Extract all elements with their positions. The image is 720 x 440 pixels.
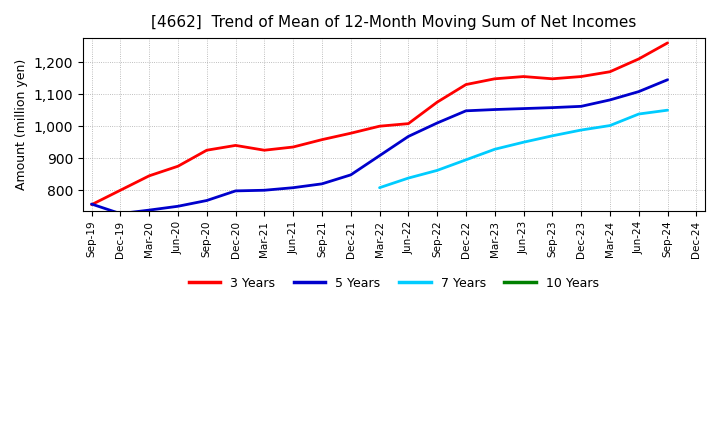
3 Years bbox=[231, 143, 240, 148]
3 Years bbox=[116, 187, 125, 193]
5 Years bbox=[404, 134, 413, 139]
5 Years bbox=[231, 188, 240, 194]
Title: [4662]  Trend of Mean of 12-Month Moving Sum of Net Incomes: [4662] Trend of Mean of 12-Month Moving … bbox=[151, 15, 636, 30]
3 Years bbox=[462, 82, 470, 87]
Line: 7 Years: 7 Years bbox=[379, 110, 667, 188]
5 Years bbox=[289, 185, 297, 191]
7 Years bbox=[375, 185, 384, 191]
5 Years bbox=[577, 104, 585, 109]
5 Years bbox=[634, 89, 643, 94]
5 Years bbox=[462, 108, 470, 114]
7 Years bbox=[548, 133, 557, 139]
Y-axis label: Amount (million yen): Amount (million yen) bbox=[15, 59, 28, 190]
7 Years bbox=[404, 176, 413, 181]
3 Years bbox=[490, 76, 499, 81]
5 Years bbox=[87, 202, 96, 207]
7 Years bbox=[577, 128, 585, 133]
5 Years bbox=[606, 97, 614, 103]
3 Years bbox=[404, 121, 413, 126]
Legend: 3 Years, 5 Years, 7 Years, 10 Years: 3 Years, 5 Years, 7 Years, 10 Years bbox=[184, 272, 603, 295]
3 Years bbox=[260, 147, 269, 153]
5 Years bbox=[116, 211, 125, 216]
7 Years bbox=[519, 139, 528, 145]
3 Years bbox=[145, 173, 153, 179]
3 Years bbox=[606, 69, 614, 74]
3 Years bbox=[433, 99, 441, 105]
5 Years bbox=[375, 153, 384, 158]
5 Years bbox=[346, 172, 355, 177]
5 Years bbox=[174, 204, 182, 209]
7 Years bbox=[606, 123, 614, 128]
5 Years bbox=[260, 187, 269, 193]
7 Years bbox=[462, 157, 470, 162]
3 Years bbox=[577, 74, 585, 79]
5 Years bbox=[490, 107, 499, 112]
7 Years bbox=[663, 107, 672, 113]
3 Years bbox=[174, 164, 182, 169]
3 Years bbox=[375, 124, 384, 129]
5 Years bbox=[202, 198, 211, 203]
5 Years bbox=[548, 105, 557, 110]
3 Years bbox=[548, 76, 557, 81]
3 Years bbox=[634, 56, 643, 62]
7 Years bbox=[433, 168, 441, 173]
3 Years bbox=[519, 74, 528, 79]
5 Years bbox=[519, 106, 528, 111]
3 Years bbox=[346, 131, 355, 136]
5 Years bbox=[318, 181, 326, 187]
Line: 5 Years: 5 Years bbox=[91, 80, 667, 214]
3 Years bbox=[663, 40, 672, 46]
7 Years bbox=[634, 111, 643, 117]
3 Years bbox=[87, 202, 96, 207]
3 Years bbox=[318, 137, 326, 142]
5 Years bbox=[145, 208, 153, 213]
Line: 3 Years: 3 Years bbox=[91, 43, 667, 205]
5 Years bbox=[663, 77, 672, 82]
3 Years bbox=[289, 144, 297, 150]
3 Years bbox=[202, 147, 211, 153]
7 Years bbox=[490, 147, 499, 152]
5 Years bbox=[433, 121, 441, 126]
